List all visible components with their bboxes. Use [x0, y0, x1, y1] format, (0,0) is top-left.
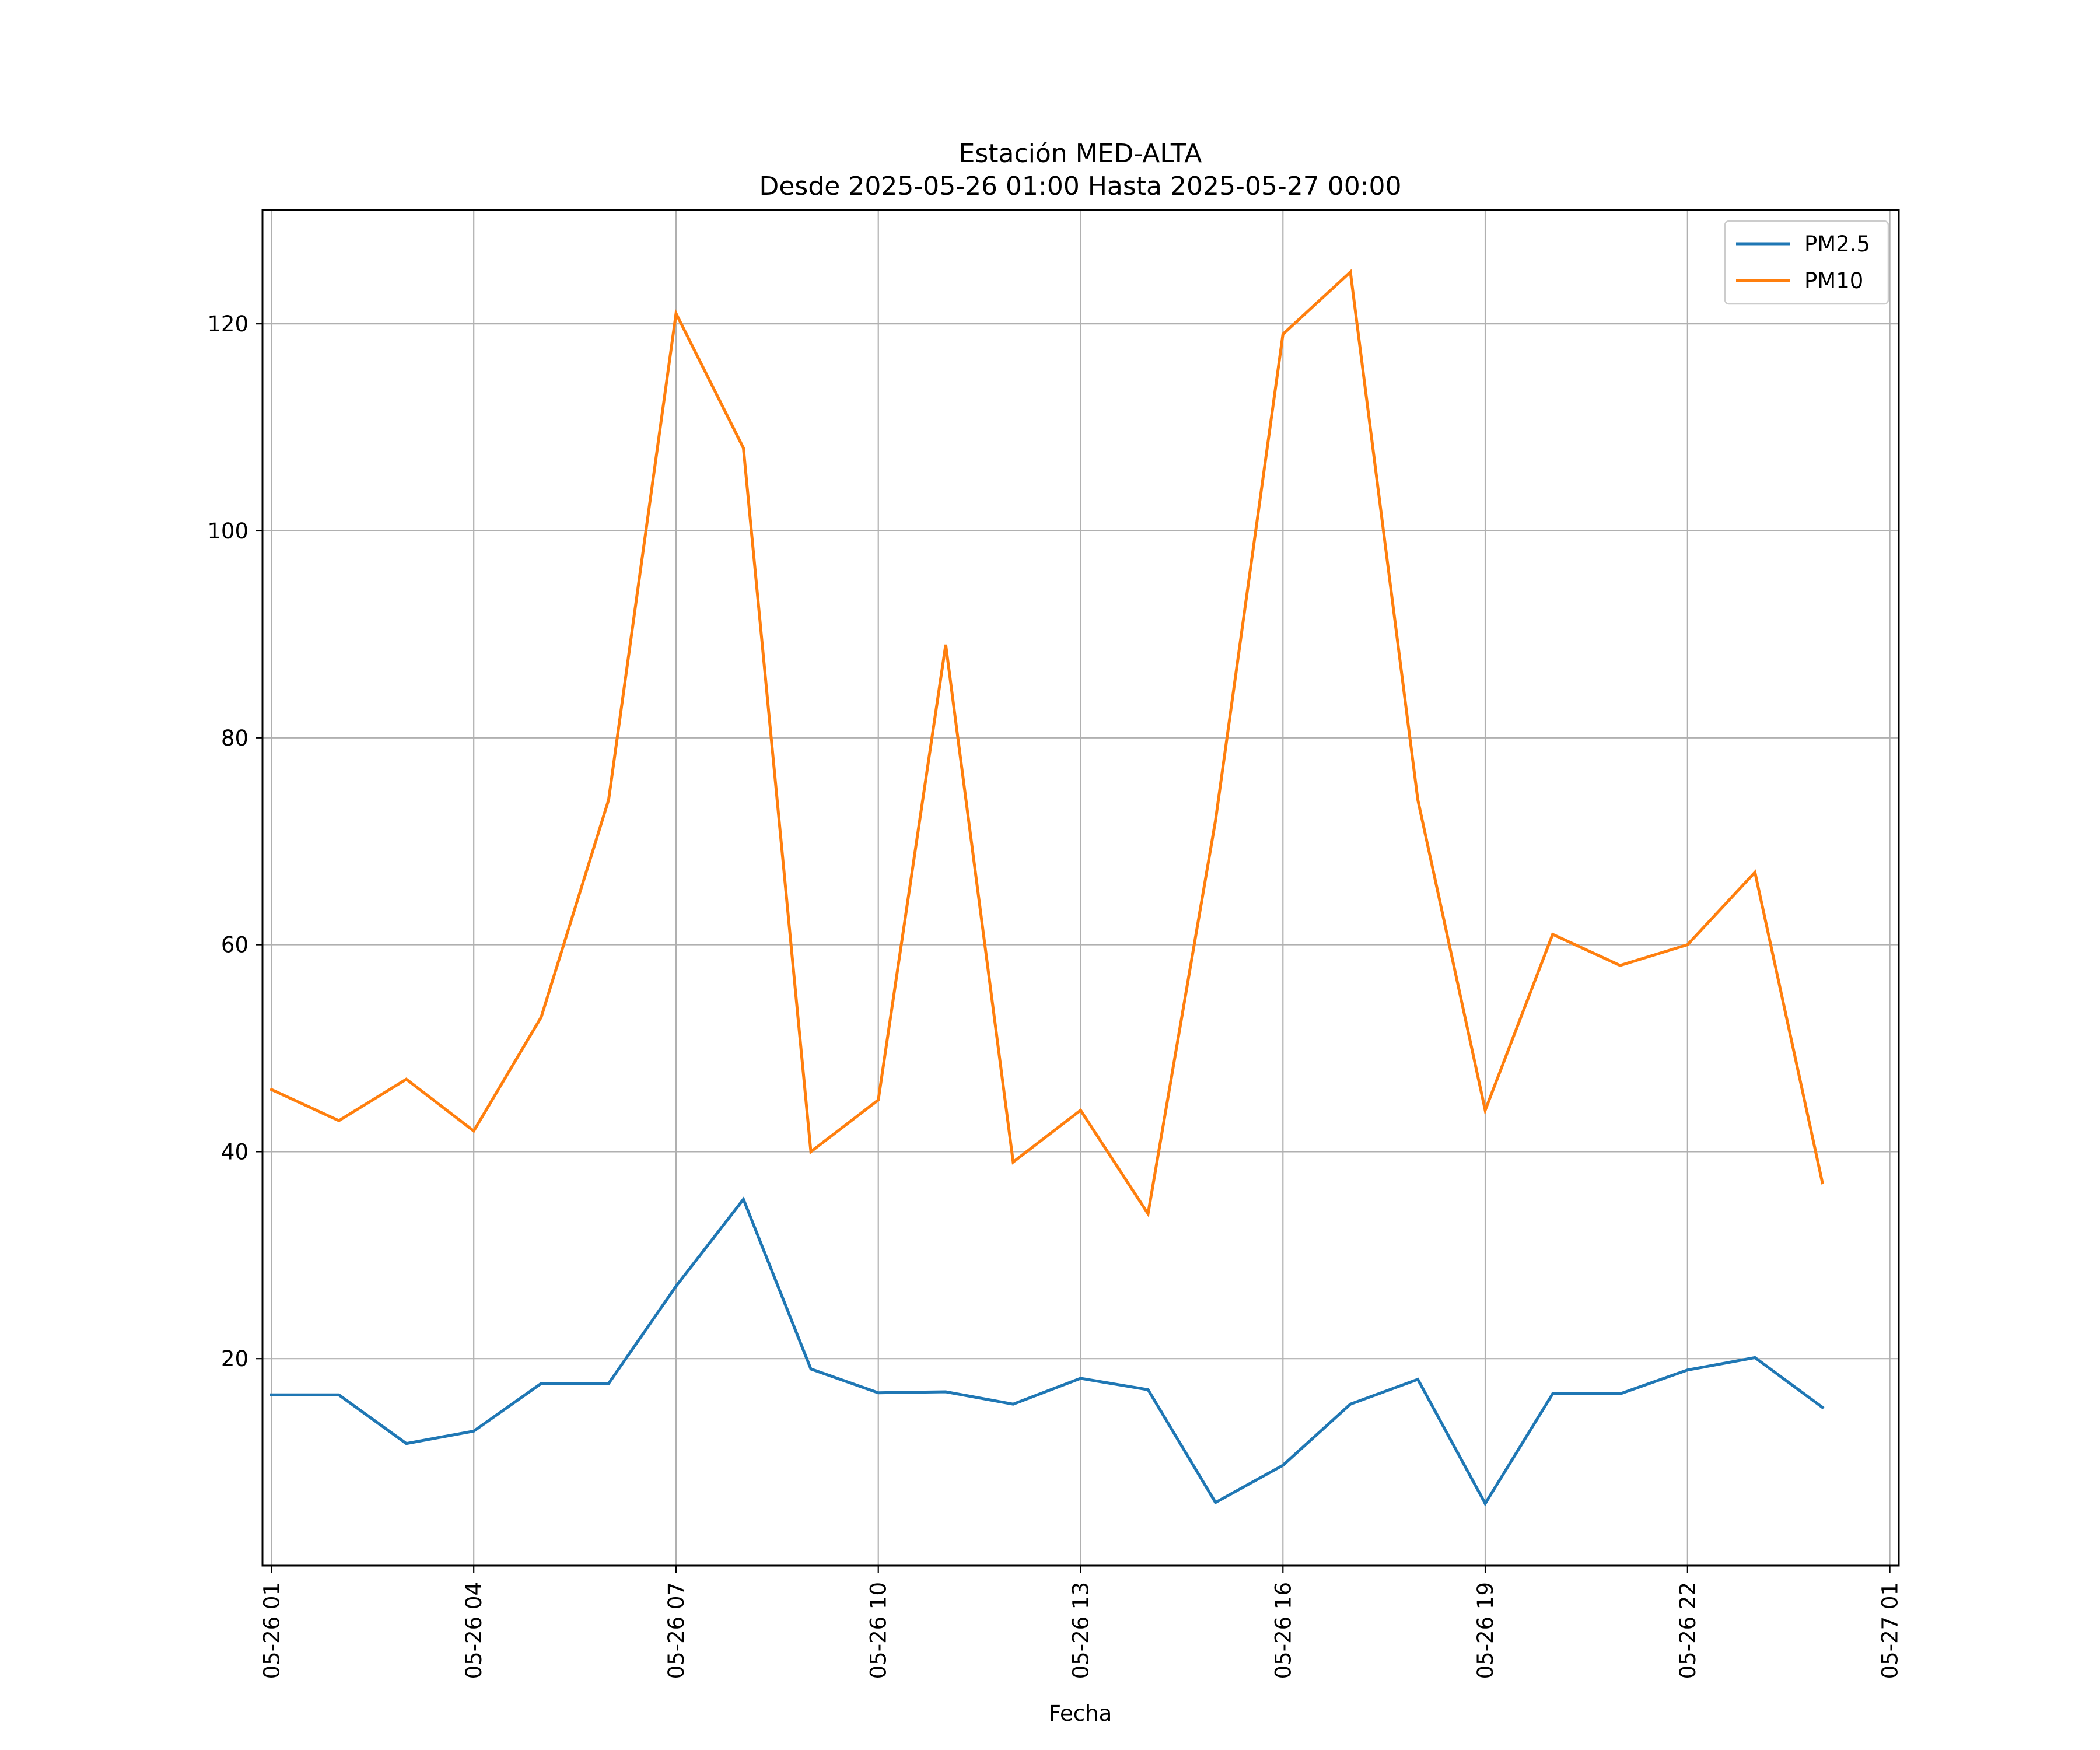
- y-tick-label: 20: [221, 1346, 249, 1371]
- y-axis: 20 40 60 80 100 120: [207, 312, 262, 1371]
- chart-title: Estación MED-ALTA: [959, 139, 1202, 169]
- series-line-pm25: [270, 1196, 1825, 1507]
- x-tick-label: 05-26 04: [461, 1582, 487, 1679]
- series-line-pm10: [270, 269, 1824, 1218]
- x-tick-label: 05-26 13: [1069, 1582, 1094, 1679]
- y-tick-label: 40: [221, 1139, 249, 1164]
- grid: [262, 210, 1899, 1566]
- legend-label: PM10: [1804, 268, 1863, 293]
- legend-entries: PM2.5 PM10: [1736, 232, 1870, 293]
- y-tick-label: 120: [207, 312, 249, 337]
- x-tick-label: 05-26 22: [1675, 1582, 1700, 1679]
- legend-label: PM2.5: [1804, 232, 1870, 257]
- x-tick-label: 05-26 19: [1473, 1582, 1498, 1679]
- x-tick-label: 05-27 01: [1878, 1582, 1903, 1679]
- x-tick-label: 05-26 07: [664, 1582, 689, 1679]
- x-tick-label: 05-26 01: [259, 1582, 284, 1679]
- series-lines: [270, 269, 1825, 1507]
- y-tick-label: 100: [207, 519, 249, 544]
- legend-box: [1724, 220, 1889, 305]
- x-tick-label: 05-26 16: [1270, 1582, 1296, 1679]
- x-axis: 05-26 01 05-26 04 05-26 07 05-26 10 05-26 13…: [259, 1566, 1903, 1679]
- chart-subtitle: Desde 2025-05-26 01:00 Hasta 2025-05-27 …: [759, 172, 1401, 201]
- legend: PM2.5 PM10: [1724, 220, 1889, 305]
- y-tick-label: 60: [221, 933, 249, 958]
- x-axis-label: Fecha: [1049, 1701, 1112, 1726]
- x-tick-label: 05-26 10: [866, 1582, 891, 1679]
- y-tick-label: 80: [221, 726, 249, 751]
